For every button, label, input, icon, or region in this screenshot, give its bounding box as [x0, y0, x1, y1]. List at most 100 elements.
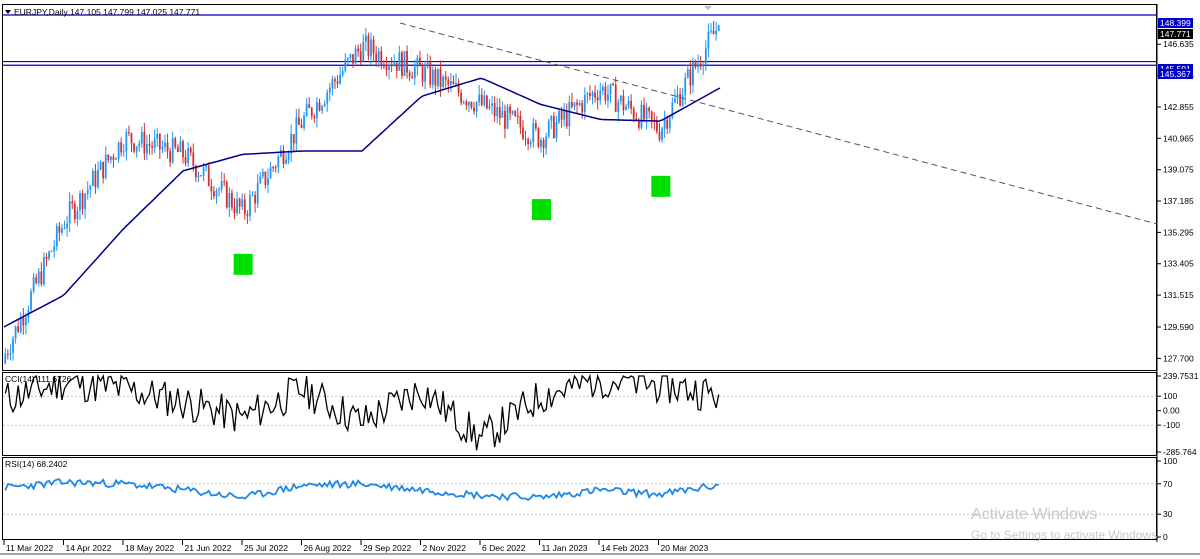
date-tick-label: 11 Mar 2022: [6, 543, 53, 553]
candle: [455, 73, 457, 86]
collapse-arrow-icon[interactable]: [5, 10, 11, 14]
candle: [498, 98, 501, 126]
candle: [578, 100, 581, 107]
candle: [344, 53, 347, 73]
candle: [622, 89, 625, 116]
candle: [153, 129, 156, 154]
candle: [630, 94, 633, 115]
candle: [174, 136, 177, 150]
candle: [648, 106, 651, 119]
rsi-tick-label: 100: [1163, 456, 1177, 466]
candle: [552, 111, 555, 140]
cci-label: CCI(14) 111.6726: [5, 374, 72, 384]
candle: [354, 45, 357, 64]
candle: [601, 84, 604, 96]
candle: [158, 133, 161, 159]
candle: [419, 50, 421, 67]
candle: [362, 34, 365, 62]
candle: [53, 239, 56, 258]
candle: [84, 192, 87, 219]
candle: [179, 136, 182, 153]
candle: [277, 154, 280, 174]
candle: [545, 132, 548, 155]
candle: [164, 134, 166, 152]
rsi-tick-label: 30: [1163, 509, 1173, 519]
candle: [346, 57, 349, 65]
candle: [401, 50, 403, 79]
candle: [658, 123, 661, 142]
candle: [151, 140, 153, 155]
candle: [22, 307, 25, 335]
candle: [666, 115, 669, 134]
candle: [43, 252, 45, 287]
candle: [166, 133, 169, 159]
candle: [357, 44, 360, 57]
support-marker[interactable]: [233, 253, 253, 275]
candle: [264, 171, 267, 189]
candle: [457, 78, 460, 97]
candle: [367, 32, 370, 61]
candle: [671, 97, 674, 120]
candle: [40, 262, 43, 287]
candle: [488, 99, 491, 111]
date-tick-label: 14 Feb 2023: [601, 543, 649, 553]
candle: [313, 113, 316, 124]
candle: [547, 118, 550, 139]
candle: [568, 95, 571, 136]
candle: [254, 191, 257, 213]
cci-tick-label: -100: [1163, 420, 1180, 430]
candle: [102, 161, 105, 184]
candle: [380, 46, 383, 70]
candle: [511, 110, 514, 116]
candle: [694, 59, 697, 70]
candle: [679, 88, 681, 107]
candle: [478, 85, 481, 106]
candle: [285, 153, 287, 165]
candle: [398, 45, 401, 71]
candle: [182, 139, 184, 164]
cci-axis: 239.7531 100 0.00 -100 -285.764: [3, 371, 1199, 457]
candle: [426, 53, 429, 69]
candle: [715, 21, 718, 41]
candle: [480, 88, 483, 107]
candle: [421, 63, 424, 87]
candle: [663, 110, 666, 139]
candle: [514, 109, 517, 117]
candle: [550, 115, 553, 130]
candle: [364, 27, 367, 51]
candle: [37, 267, 40, 287]
shift-marker-icon[interactable]: [704, 6, 712, 10]
candle: [470, 101, 473, 110]
rsi-axis: 100 70 30 0: [3, 456, 1177, 542]
candle: [218, 186, 220, 197]
candle: [393, 54, 396, 67]
candle: [334, 76, 336, 90]
candle: [9, 344, 12, 361]
candle: [563, 102, 566, 127]
candle: [452, 75, 455, 85]
candle: [295, 109, 298, 151]
candle: [668, 116, 671, 134]
candle: [609, 83, 612, 103]
watermark-subtitle: Go to Settings to activate Windows.: [971, 528, 1161, 542]
candle: [73, 200, 76, 223]
cci-line: [4, 373, 720, 451]
trendline[interactable]: [399, 22, 1158, 225]
candle: [449, 72, 452, 93]
candle: [213, 185, 215, 200]
candle: [282, 145, 285, 169]
price-tick-label: 133.405: [1163, 259, 1194, 269]
date-tick-label: 21 Jun 2022: [185, 543, 232, 553]
candle: [99, 160, 102, 171]
candle: [107, 154, 110, 163]
candle: [565, 103, 568, 130]
candle: [491, 96, 493, 115]
support-marker[interactable]: [651, 175, 671, 197]
candle: [146, 135, 148, 161]
candle: [223, 173, 226, 187]
candle: [702, 62, 705, 76]
support-marker[interactable]: [532, 199, 551, 221]
candle: [375, 45, 378, 67]
candle: [318, 98, 321, 112]
